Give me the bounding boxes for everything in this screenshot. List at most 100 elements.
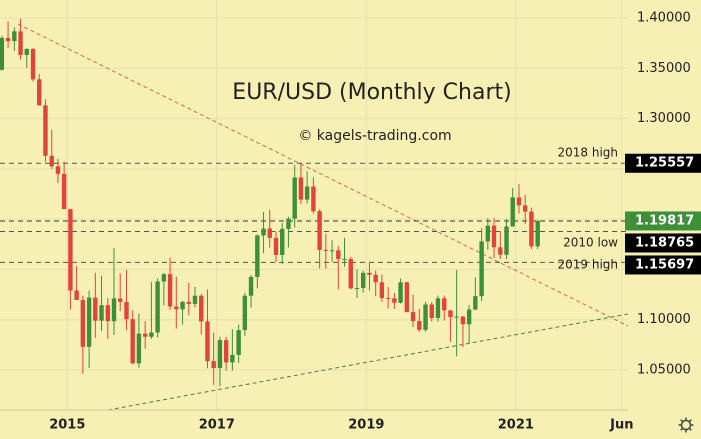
candle-body: [273, 237, 279, 255]
candle-body: [367, 272, 372, 275]
candle-body: [404, 282, 410, 313]
candle-body: [360, 272, 366, 289]
candle-body: [535, 220, 540, 247]
candle-body: [473, 296, 478, 310]
candle-body: [74, 290, 79, 300]
x-tick-label: 2021: [498, 418, 534, 433]
candle-body: [491, 225, 497, 248]
candle-body: [454, 316, 459, 318]
candle-body: [311, 186, 316, 212]
candle-body: [43, 105, 48, 156]
candle-body: [30, 48, 36, 80]
settings-icon[interactable]: [678, 417, 694, 433]
candle-body: [510, 197, 515, 227]
gear-ring: [680, 419, 692, 431]
candle-body: [336, 250, 341, 260]
candle-body: [192, 295, 198, 304]
candle-body: [223, 340, 229, 363]
y-tick-label: 1.10000: [637, 312, 691, 327]
candle-body: [255, 235, 260, 277]
candle-body: [118, 298, 123, 302]
downtrend-line: [17, 23, 629, 327]
candle-body: [442, 298, 447, 311]
candle-body: [161, 274, 167, 282]
chart-title: EUR/USD (Monthly Chart): [232, 80, 511, 105]
candle-body: [479, 241, 484, 297]
candle-body: [429, 304, 434, 318]
candle-body: [199, 295, 204, 322]
candle-body: [242, 295, 248, 331]
candle-body: [323, 249, 329, 251]
candle-body: [155, 281, 160, 333]
level-name: 2019 high: [557, 257, 618, 271]
candle-body: [0, 37, 5, 70]
candle-body: [186, 301, 191, 304]
price-box: [625, 211, 701, 231]
candle-body: [68, 209, 73, 291]
candle-body: [105, 305, 111, 322]
x-tick-label: 2015: [49, 418, 85, 433]
grid: [0, 0, 628, 410]
candle-body: [435, 298, 441, 318]
candle-body: [423, 304, 428, 330]
candle-body: [49, 155, 54, 167]
y-tick-label: 1.30000: [637, 111, 691, 126]
candle-body: [448, 310, 453, 318]
candle-body: [37, 79, 42, 106]
candle-body: [130, 319, 135, 364]
candle-body: [5, 37, 11, 42]
candle-body: [230, 354, 235, 363]
candle-body: [217, 340, 223, 368]
price-box-label: 1.15697: [635, 257, 694, 272]
candle-body: [329, 250, 335, 252]
y-tick-label: 1.40000: [637, 11, 691, 26]
candle-body: [24, 48, 29, 55]
candle-body: [529, 211, 534, 247]
candle-body: [142, 333, 148, 337]
candle-body: [304, 186, 310, 200]
candle-body: [248, 276, 254, 296]
candle-body: [410, 312, 416, 322]
y-tick-label: 1.05000: [637, 362, 691, 377]
price-box-label: 1.18765: [635, 235, 694, 250]
candle-body: [392, 298, 397, 303]
candle-body: [80, 299, 86, 347]
candle-body: [373, 274, 378, 283]
gear-teeth: [678, 417, 694, 433]
candle-body: [136, 333, 142, 364]
candle-body: [286, 218, 291, 229]
candle-body: [466, 309, 472, 325]
axes: 1.050001.100001.150001.200001.250001.300…: [49, 11, 701, 433]
y-tick-label: 1.35000: [637, 61, 691, 76]
candle-body: [348, 258, 353, 289]
candle-body: [211, 361, 216, 368]
candles: [0, 18, 540, 387]
candle-body: [342, 258, 347, 260]
candle-body: [485, 225, 491, 242]
candle-body: [93, 297, 98, 321]
candle-body: [124, 301, 129, 320]
level-name: 2018 high: [557, 146, 618, 160]
candle-body: [354, 288, 360, 290]
candle-body: [280, 228, 285, 255]
x-tick-label: Jun: [609, 418, 633, 433]
candle-body: [18, 31, 23, 55]
price-box: [625, 233, 701, 253]
candle-body: [498, 247, 503, 255]
watermark: © kagels-trading.com: [298, 128, 451, 144]
price-box-label: 1.25557: [635, 156, 694, 171]
x-tick-label: 2017: [199, 418, 235, 433]
candle-body: [86, 297, 92, 347]
x-tick-label: 2019: [348, 418, 384, 433]
candle-body: [180, 301, 185, 310]
candle-body: [99, 305, 104, 321]
candle-body: [267, 228, 272, 238]
candle-body: [523, 205, 528, 212]
price-box-label: 1.19817: [635, 213, 694, 228]
price-box: [625, 153, 701, 173]
levels: 2018 high 2010 low 2019 high: [0, 146, 628, 271]
candle-body: [379, 282, 385, 298]
candle-body: [460, 316, 466, 325]
